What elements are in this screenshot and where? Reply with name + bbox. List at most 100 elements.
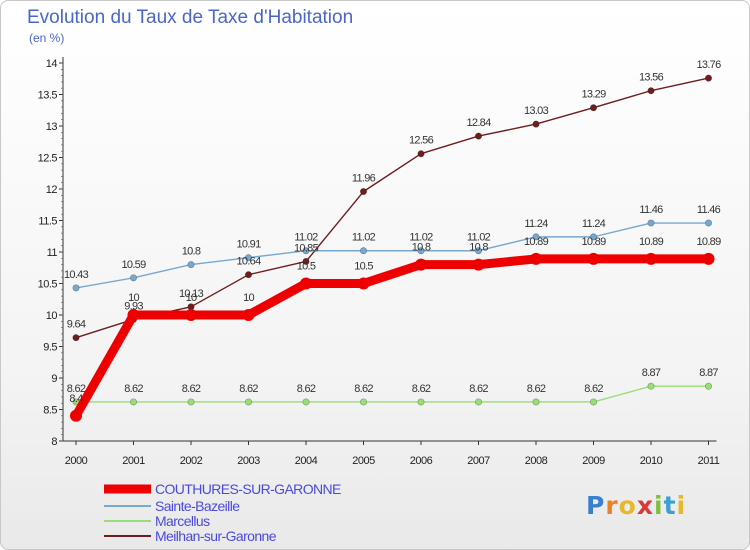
y-tick-label: 13.5 — [38, 90, 58, 102]
point-meilhan-sur-garonne — [359, 188, 367, 196]
x-tick-label: 2011 — [698, 455, 720, 467]
point-couthures-sur-garonne — [300, 277, 312, 290]
point-sainte-bazeille — [704, 219, 712, 227]
data-label-marcellus: 8.87 — [642, 367, 661, 379]
y-tick-label: 12.5 — [38, 153, 58, 165]
x-tick-label: 2005 — [352, 455, 375, 467]
point-sainte-bazeille — [532, 233, 540, 241]
data-label-meilhan-sur-garonne: 12.84 — [466, 117, 491, 129]
y-tick-label: 9 — [51, 373, 57, 385]
point-marcellus — [302, 398, 310, 406]
x-tick-label: 2007 — [467, 455, 490, 467]
point-sainte-bazeille — [589, 233, 597, 241]
legend-label-sainte-bazeille: Sainte-Bazeille — [155, 498, 240, 514]
data-label-sainte-bazeille: 11.02 — [352, 232, 376, 244]
data-label-couthures-sur-garonne: 8.4 — [69, 393, 83, 405]
y-tick-label: 11 — [47, 247, 58, 259]
data-label-sainte-bazeille: 11.02 — [294, 232, 318, 244]
data-label-marcellus: 8.62 — [124, 383, 143, 395]
y-tick-label: 13 — [46, 121, 58, 133]
data-label-marcellus: 8.62 — [239, 383, 258, 395]
point-marcellus — [359, 398, 367, 406]
point-marcellus — [187, 398, 195, 406]
point-sainte-bazeille — [474, 247, 482, 255]
point-couthures-sur-garonne — [645, 252, 657, 265]
chart-title: Evolution du Taux de Taxe d'Habitation — [27, 7, 354, 28]
point-sainte-bazeille — [647, 219, 655, 227]
y-tick-label: 8.5 — [43, 405, 57, 417]
data-label-couthures-sur-garonne: 10.89 — [639, 236, 664, 248]
data-label-couthures-sur-garonne: 10 — [128, 292, 139, 304]
data-label-sainte-bazeille: 10.59 — [121, 259, 146, 271]
x-tick-label: 2009 — [582, 455, 605, 467]
point-meilhan-sur-garonne — [417, 150, 425, 158]
x-tick-label: 2008 — [525, 455, 548, 467]
point-couthures-sur-garonne — [587, 252, 600, 265]
data-label-meilhan-sur-garonne: 13.29 — [581, 89, 606, 101]
data-label-couthures-sur-garonne: 10.89 — [581, 236, 606, 248]
data-label-meilhan-sur-garonne: 10.13 — [179, 288, 204, 300]
data-label-marcellus: 8.87 — [699, 367, 718, 379]
point-meilhan-sur-garonne — [72, 334, 80, 342]
data-label-meilhan-sur-garonne: 12.56 — [409, 135, 434, 147]
data-label-marcellus: 8.62 — [527, 383, 546, 395]
point-meilhan-sur-garonne — [474, 132, 482, 140]
point-marcellus — [647, 382, 655, 390]
x-tick-label: 2000 — [65, 455, 88, 467]
y-tick-label: 8 — [51, 436, 57, 448]
data-label-couthures-sur-garonne: 10 — [243, 292, 254, 304]
x-tick-label: 2003 — [237, 455, 260, 467]
data-label-marcellus: 8.62 — [354, 383, 373, 395]
data-label-sainte-bazeille: 10.43 — [64, 269, 89, 281]
point-sainte-bazeille — [72, 284, 80, 292]
point-meilhan-sur-garonne — [589, 104, 597, 112]
point-meilhan-sur-garonne — [647, 87, 655, 95]
y-tick-label: 14 — [46, 58, 58, 70]
point-couthures-sur-garonne — [530, 252, 542, 265]
data-label-marcellus: 8.62 — [182, 383, 201, 395]
x-tick-label: 2002 — [180, 455, 203, 467]
y-tick-label: 9.5 — [43, 342, 57, 354]
data-label-couthures-sur-garonne: 10.8 — [469, 242, 488, 254]
series-line-meilhan-sur-garonne — [75, 77, 710, 339]
point-marcellus — [417, 398, 425, 406]
series-line-sainte-bazeille — [75, 222, 710, 289]
y-tick-label: 11.5 — [38, 216, 57, 228]
data-label-sainte-bazeille: 10.8 — [182, 246, 201, 258]
point-couthures-sur-garonne — [472, 258, 485, 271]
data-label-meilhan-sur-garonne: 9.93 — [124, 300, 143, 312]
point-couthures-sur-garonne — [357, 277, 370, 290]
legend-label-couthures-sur-garonne: COUTHURES-SUR-GARONNE — [155, 481, 341, 497]
data-label-meilhan-sur-garonne: 9.64 — [67, 319, 86, 331]
x-tick-label: 2006 — [410, 455, 433, 467]
point-couthures-sur-garonne — [127, 309, 140, 321]
data-label-sainte-bazeille: 10.91 — [236, 239, 261, 251]
point-sainte-bazeille — [245, 254, 253, 262]
legend-label-meilhan-sur-garonne: Meilhan-sur-Garonne — [155, 528, 277, 544]
data-label-sainte-bazeille: 11.24 — [524, 218, 548, 230]
data-label-meilhan-sur-garonne: 13.56 — [639, 72, 664, 84]
point-sainte-bazeille — [187, 261, 195, 269]
point-marcellus — [589, 398, 597, 406]
data-label-meilhan-sur-garonne: 13.03 — [524, 105, 549, 117]
data-label-marcellus: 8.62 — [412, 383, 431, 395]
point-marcellus — [532, 398, 540, 406]
point-sainte-bazeille — [359, 247, 367, 255]
data-label-sainte-bazeille: 11.02 — [409, 232, 433, 244]
point-marcellus — [704, 382, 712, 390]
y-tick-label: 10.5 — [38, 279, 58, 291]
data-label-couthures-sur-garonne: 10 — [186, 292, 197, 304]
data-label-couthures-sur-garonne: 10.5 — [354, 261, 373, 273]
data-label-couthures-sur-garonne: 10.8 — [412, 242, 431, 254]
point-meilhan-sur-garonne — [532, 120, 540, 128]
point-couthures-sur-garonne — [702, 252, 715, 265]
data-label-marcellus: 8.62 — [584, 383, 603, 395]
point-marcellus — [474, 398, 482, 406]
data-label-marcellus: 8.62 — [297, 383, 316, 395]
point-sainte-bazeille — [130, 274, 138, 282]
data-label-meilhan-sur-garonne: 10.85 — [294, 242, 319, 254]
data-label-meilhan-sur-garonne: 11.96 — [352, 173, 376, 185]
series-line-couthures-sur-garonne — [71, 254, 713, 421]
